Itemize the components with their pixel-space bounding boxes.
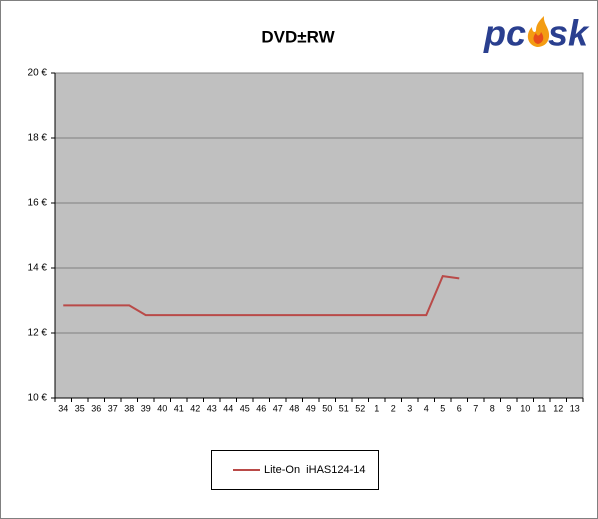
x-tick-label: 48 xyxy=(289,403,299,413)
x-tick-label: 46 xyxy=(256,403,266,413)
x-tick-label: 44 xyxy=(223,403,233,413)
chart-title: DVD±RW xyxy=(261,27,335,46)
x-tick-label: 37 xyxy=(108,403,118,413)
plot-area xyxy=(54,72,584,399)
y-tick-label: 18 € xyxy=(28,133,48,144)
x-tick-label: 12 xyxy=(553,403,563,413)
x-tick-label: 11 xyxy=(537,403,546,413)
y-tick-label: 14 € xyxy=(28,263,48,274)
x-tick-label: 7 xyxy=(473,403,478,413)
x-tick-label: 5 xyxy=(440,403,445,413)
y-tick-label: 16 € xyxy=(28,198,48,209)
logo-text: sk xyxy=(548,13,590,54)
x-tick-label: 49 xyxy=(306,403,316,413)
y-tick-label: 20 € xyxy=(28,68,48,79)
x-tick-label: 4 xyxy=(424,403,429,413)
x-tick-label: 13 xyxy=(570,403,580,413)
x-tick-label: 45 xyxy=(240,403,250,413)
y-tick-label: 10 € xyxy=(28,393,48,404)
y-tick-label: 12 € xyxy=(28,328,48,339)
x-tick-label: 6 xyxy=(457,403,462,413)
x-tick-label: 39 xyxy=(141,403,151,413)
x-tick-label: 41 xyxy=(174,403,184,413)
x-tick-label: 1 xyxy=(374,403,379,413)
x-tick-label: 50 xyxy=(322,403,332,413)
x-tick-label: 42 xyxy=(190,403,200,413)
x-tick-label: 47 xyxy=(273,403,283,413)
x-tick-label: 9 xyxy=(506,403,511,413)
x-tick-label: 43 xyxy=(207,403,217,413)
x-tick-label: 10 xyxy=(520,403,530,413)
logo: pc sk xyxy=(483,13,590,54)
x-tick-label: 34 xyxy=(58,403,68,413)
logo-text: pc xyxy=(483,13,526,54)
logo-flame xyxy=(527,16,550,47)
logo-flame-core xyxy=(533,32,544,44)
x-tick-label: 2 xyxy=(391,403,396,413)
x-tick-label: 51 xyxy=(339,403,349,413)
x-tick-label: 35 xyxy=(75,403,85,413)
x-tick-label: 36 xyxy=(91,403,101,413)
x-tick-label: 52 xyxy=(355,403,365,413)
x-tick-label: 38 xyxy=(124,403,134,413)
x-tick-label: 40 xyxy=(157,403,167,413)
legend-label: Lite-On iHAS124-14 xyxy=(264,464,366,476)
x-tick-label: 3 xyxy=(407,403,412,413)
series-line xyxy=(63,275,460,317)
x-tick-label: 8 xyxy=(490,403,495,413)
